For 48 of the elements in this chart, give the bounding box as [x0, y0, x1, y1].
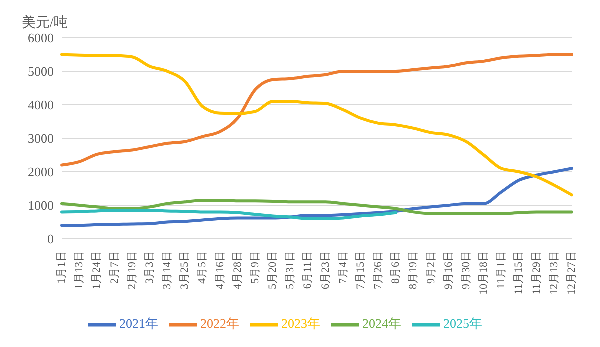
- y-tick-label: 5000: [28, 64, 54, 80]
- y-tick-label: 2000: [28, 164, 54, 180]
- x-tick-label: 9月30日: [460, 251, 472, 290]
- legend-label: 2022年: [200, 316, 240, 331]
- x-tick-label: 3月25日: [179, 251, 192, 290]
- line-series: [60, 53, 574, 197]
- legend-label: 2023年: [282, 316, 320, 331]
- x-tick-label: 5月31日: [284, 251, 297, 290]
- line-series: [60, 53, 574, 167]
- x-tick-label: 3月3日: [144, 251, 156, 284]
- y-tick-label: 4000: [28, 98, 54, 113]
- x-tick-label: 11月29日: [530, 251, 543, 295]
- legend-label: 2025年: [444, 316, 482, 331]
- x-tick-label: 12月13日: [548, 251, 560, 295]
- x-tick-label: 2月7日: [108, 251, 121, 284]
- x-tick-label: 8月19日: [408, 251, 420, 290]
- x-tick-label: 9月16日: [442, 251, 455, 290]
- y-tick-label: 0: [48, 232, 54, 247]
- x-tick-label: 1月24日: [91, 251, 104, 290]
- x-tick-label: 7月4日: [337, 251, 350, 284]
- x-tick-label: 1月1日: [56, 251, 68, 284]
- line-series: [60, 198, 574, 216]
- x-tick-label: 4月28日: [232, 251, 244, 290]
- x-tick-label: 4月5日: [196, 251, 209, 284]
- x-tick-label: 3月14日: [162, 251, 174, 290]
- x-tick-label: 5月9日: [249, 251, 262, 284]
- x-tick-label: 5月20日: [267, 251, 280, 290]
- x-tick-label: 12月27日: [566, 251, 578, 295]
- x-tick-label: 11月15日: [513, 251, 526, 295]
- y-tick-label: 1000: [28, 198, 54, 214]
- y-tick-label: 6000: [28, 30, 54, 46]
- x-tick-label: 9月2日: [425, 251, 438, 284]
- y-axis-title: 美元/吨: [22, 14, 68, 32]
- x-tick-label: 6月11日: [302, 251, 314, 290]
- legend-label: 2021年: [120, 316, 158, 331]
- x-tick-label: 2月19日: [126, 251, 138, 290]
- x-tick-label: 10月18日: [478, 251, 490, 295]
- legend-label: 2024年: [362, 316, 402, 331]
- x-tick-label: 6月23日: [320, 251, 332, 290]
- y-tick-label: 3000: [28, 131, 54, 146]
- x-tick-label: 4月16日: [214, 251, 226, 290]
- line-series: [60, 167, 574, 228]
- x-tick-label: 1月13日: [74, 251, 86, 290]
- line-series: [60, 209, 398, 220]
- x-tick-label: 7月26日: [372, 251, 385, 290]
- x-tick-label: 11月1日: [496, 251, 508, 290]
- x-tick-label: 7月15日: [354, 251, 367, 290]
- x-tick-label: 8月6日: [390, 251, 402, 284]
